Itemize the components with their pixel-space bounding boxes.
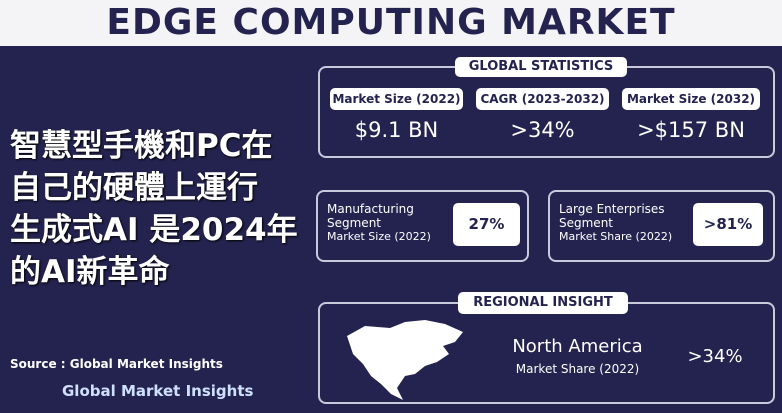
segment-panel [548,190,775,262]
panel-title: GLOBAL STATISTICS [455,57,627,77]
panel-title: REGIONAL INSIGHT [458,292,628,314]
segment-name: Manufacturing Segment Market Size (2022) [327,202,431,244]
segment-value: >81% [693,203,763,246]
segment-name-line: Large Enterprises [559,202,665,216]
segment-panel [316,190,529,262]
north-america-map [347,320,463,400]
stat-value: >34% [510,118,575,142]
segment-metric: Market Share (2022) [559,230,673,243]
map-shape [347,320,463,400]
headline-line: 自己的硬體上運行 [10,170,258,206]
global-stats-panel [318,66,775,158]
region-name: North America [512,336,643,357]
segment-metric: Market Size (2022) [327,230,431,243]
headline-line: 智慧型手機和PC在 [10,128,273,164]
stat-label: Market Size (2022) [330,88,463,110]
region-value: >34% [687,346,743,367]
headline-line: 的AI新革命 [10,254,170,290]
title-band [0,0,782,46]
stat-value: >$157 BN [637,118,745,142]
stat-label: CAGR (2023-2032) [476,88,609,110]
segment-name: Large Enterprises Segment Market Share (20… [559,202,672,244]
region-metric: Market Share (2022) [515,362,640,376]
segment-name-line: Segment [327,216,381,230]
segment-name-line: Segment [559,216,613,230]
segment-value: 27% [453,203,520,246]
stat-label: Market Size (2032) [622,88,760,110]
source: Source : Global Market Insights [10,357,223,371]
headline-line: 生成式AI 是2024年 [10,212,298,248]
stat-value: $9.1 BN [354,118,439,142]
segment-name-line: Manufacturing [327,202,414,216]
title: EDGE COMPUTING MARKET [106,2,676,43]
logo: Global Market Insights [62,382,254,400]
